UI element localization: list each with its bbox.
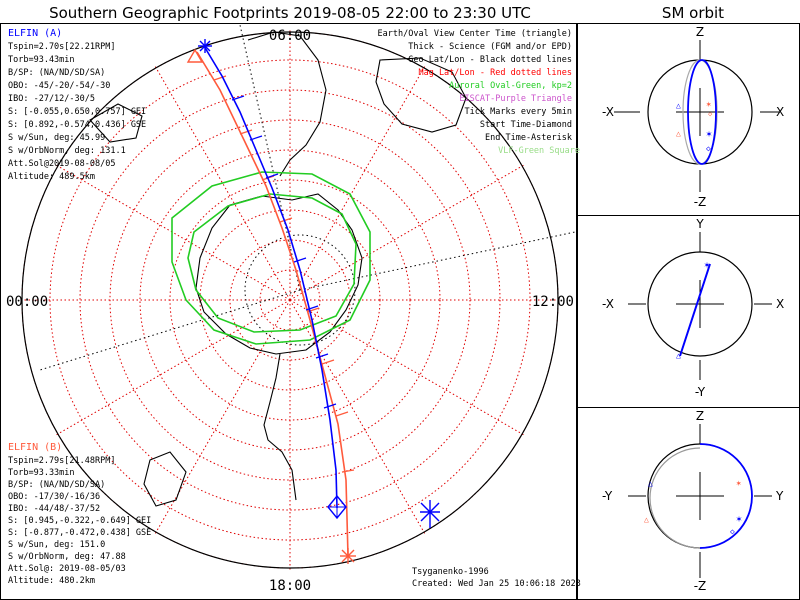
map-title: Southern Geographic Footprints 2019-08-0… [49, 4, 531, 22]
eiscat-asterisk [420, 500, 440, 528]
legend-item: Auroral Oval-Green, kp=2 [449, 81, 572, 91]
svg-text:✶: ✶ [736, 514, 742, 525]
map-time-bottom: 18:00 [269, 578, 311, 594]
elfin-b-line: Att.Sol@: 2019-08-05/03 [8, 564, 126, 574]
elfin-a-line: Torb=93.43min [8, 55, 75, 65]
sm-title: SM orbit [662, 4, 724, 22]
svg-text:◇: ◇ [730, 527, 735, 536]
elfin-a-line: B/SP: (NA/ND/SD/SA) [8, 68, 105, 78]
sm2-right-label: X [776, 297, 784, 311]
polar-map: 06:00 00:00 12:00 18:00 [6, 24, 576, 594]
elfin-b-line: S: [-0.877,-0.472,0.438] GSE [8, 528, 151, 538]
legend-item: Thick - Science (FGM and/or EPD) [408, 42, 572, 52]
svg-text:✶: ✶ [704, 260, 710, 271]
elfin-a-line: IBO: -27/12/-30/5 [8, 94, 95, 104]
svg-text:✶: ✶ [706, 100, 712, 110]
elfin-a-start-asterisk [198, 39, 212, 53]
svg-text:△: △ [676, 351, 681, 360]
created-timestamp: Created: Wed Jan 25 10:06:18 2023 [412, 579, 581, 589]
mag-lon-lines [20, 30, 560, 570]
elfin-a-start-diamond [327, 494, 347, 520]
elfin-b-line: B/SP: (NA/ND/SD/SA) [8, 480, 105, 490]
legend-item: VLF-Green Square [498, 146, 580, 156]
sm-panel-xz: ✶ ✶ △ △ ◇ ◇ Z -Z -X X [602, 25, 784, 209]
sm2-left-label: -X [602, 297, 614, 311]
elfin-b-line: Altitude: 480.2km [8, 576, 95, 586]
elfin-a-footprint-track [203, 45, 338, 509]
elfin-a-tick-marks [231, 95, 337, 409]
elfin-b-line: S: [0.945,-0.322,-0.649] GEI [8, 516, 151, 526]
elfin-a-line: S w/OrbNorm, deg: 131.1 [8, 146, 126, 156]
svg-text:△: △ [676, 129, 681, 138]
legend-item: Geo Lat/Lon - Black dotted lines [408, 55, 572, 65]
svg-text:◇: ◇ [706, 144, 711, 153]
model-label: Tsyganenko-1996 [412, 567, 489, 577]
svg-text:✶: ✶ [736, 479, 742, 489]
map-horizon [21, 31, 559, 569]
sm2-top-label: Y [695, 217, 704, 231]
legend-item: Mag Lat/Lon - Red dotted lines [418, 68, 572, 78]
sm2-bottom-label: -Y [695, 385, 706, 399]
elfin-b-center-triangle [186, 48, 204, 63]
elfin-a-line: Altitude: 489.5km [8, 172, 95, 182]
svg-text:◇: ◇ [708, 110, 713, 118]
elfin-a-header: ELFIN (A) [8, 28, 62, 39]
elfin-b-header: ELFIN (B) [8, 442, 62, 453]
svg-text:△: △ [644, 515, 649, 524]
elfin-b-line: Torb=93.33min [8, 468, 75, 478]
elfin-b-end-asterisk [340, 548, 356, 564]
legend-item: Earth/Oval View Center Time (triangle) [378, 29, 572, 39]
sm-panel-xy: ✶ △ Y -Y -X X [602, 217, 784, 399]
sm3-left-label: -Y [602, 489, 613, 503]
sm1-top-label: Z [696, 25, 704, 39]
map-legend: Earth/Oval View Center Time (triangle) T… [378, 29, 580, 156]
sm-panel-yz: ✶ ✶ △ △ ◇ Z -Z -Y Y [602, 409, 784, 593]
map-time-right: 12:00 [532, 294, 574, 310]
sm1-right-label: X [776, 105, 784, 119]
legend-item: EISCAT-Purple Triangle [459, 94, 572, 104]
sm1-bottom-label: -Z [694, 195, 707, 209]
sm3-top-label: Z [696, 409, 704, 423]
elfin-a-line: S: [0.892,-0.574,0.436] GSE [8, 120, 146, 130]
elfin-b-footprint-track [196, 51, 349, 557]
elfin-b-tick-marks [213, 75, 355, 473]
sm3-right-label: Y [775, 489, 784, 503]
elfin-a-line: Tspin=2.70s[22.21RPM] [8, 42, 115, 52]
elfin-a-line: OBO: -45/-20/-54/-30 [8, 81, 110, 91]
elfin-b-line: IBO: -44/48/-37/52 [8, 504, 100, 514]
svg-text:✶: ✶ [706, 129, 712, 140]
elfin-a-line: S w/Sun, deg: 45.99 [8, 133, 105, 143]
svg-text:△: △ [676, 101, 681, 110]
map-time-left: 00:00 [6, 294, 48, 310]
elfin-b-line: S w/OrbNorm, deg: 47.88 [8, 552, 126, 562]
elfin-a-info: ELFIN (A) Tspin=2.70s[22.21RPM] Torb=93.… [8, 28, 146, 182]
legend-item: End Time-Asterisk [485, 133, 572, 143]
elfin-b-info: ELFIN (B) Tspin=2.79s[21.48RPM] Torb=93.… [8, 442, 151, 586]
elfin-a-line: Att.Sol@2019-08-08/05 [8, 159, 115, 169]
sm1-left-label: -X [602, 105, 614, 119]
elfin-a-line: S: [-0.055,0.650,0.757] GEI [8, 107, 146, 117]
auroral-oval [171, 171, 371, 345]
elfin-b-line: OBO: -17/30/-16/36 [8, 492, 100, 502]
elfin-b-line: Tspin=2.79s[21.48RPM] [8, 456, 115, 466]
svg-text:△: △ [648, 479, 653, 488]
legend-item: Start Time-Diamond [480, 120, 572, 130]
sm3-bottom-label: -Z [694, 579, 707, 593]
map-time-top: 06:00 [269, 28, 311, 44]
legend-item: Tick Marks every 5min [465, 107, 572, 117]
elfin-b-line: S w/Sun, deg: 151.0 [8, 540, 105, 550]
